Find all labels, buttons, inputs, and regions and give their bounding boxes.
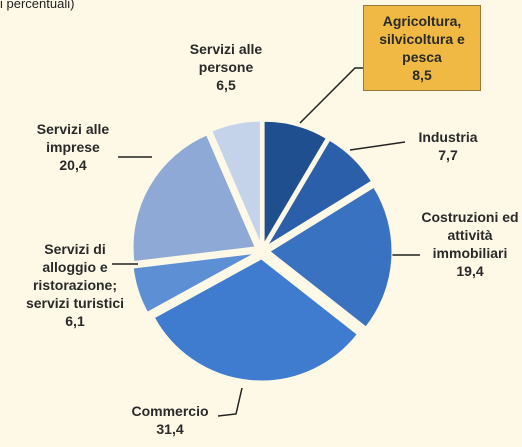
value-label: 6,5 xyxy=(216,77,236,93)
value-label: 6,1 xyxy=(65,313,85,329)
leader-line xyxy=(217,387,243,417)
category-label: Agricoltura, silvicoltura e pesca xyxy=(379,13,465,65)
pie-slice xyxy=(132,252,255,313)
slice-label: Agricoltura, silvicoltura e pesca 8,5 xyxy=(363,5,481,91)
value-label: 7,7 xyxy=(438,147,458,163)
slice-label: Industria 7,7 xyxy=(400,128,496,164)
slice-label: Servizi alle persone 6,5 xyxy=(168,40,284,94)
leader-line xyxy=(299,67,363,124)
category-label: Servizi alle persone xyxy=(189,41,263,75)
category-label: Industria xyxy=(418,129,478,145)
slice-label: Commercio 31,4 xyxy=(120,402,220,438)
leader-lines xyxy=(112,67,420,417)
pie-slice xyxy=(263,120,327,246)
category-label: Servizi alle imprese xyxy=(36,121,110,155)
pie-slice xyxy=(132,134,256,263)
value-label: 20,4 xyxy=(59,157,87,173)
category-label: Commercio xyxy=(131,403,209,419)
pie-slice xyxy=(269,186,393,328)
slice-label: Servizi alle imprese 20,4 xyxy=(18,120,128,174)
value-label: 19,4 xyxy=(456,263,484,279)
category-label: Servizi di alloggio e ristorazione; serv… xyxy=(25,241,125,311)
slice-label: Costruzioni ed attività immobiliari 19,4 xyxy=(416,208,522,280)
pie-slice xyxy=(153,258,358,382)
value-label: 8,5 xyxy=(412,67,432,83)
slice-label: Servizi di alloggio e ristorazione; serv… xyxy=(18,240,132,330)
subtitle: i percentuali) xyxy=(0,0,75,11)
value-label: 31,4 xyxy=(156,421,184,437)
leader-line xyxy=(349,141,406,151)
pie-slice xyxy=(267,139,373,246)
category-label: Costruzioni ed attività immobiliari xyxy=(421,209,519,261)
pie-slice xyxy=(211,120,261,244)
